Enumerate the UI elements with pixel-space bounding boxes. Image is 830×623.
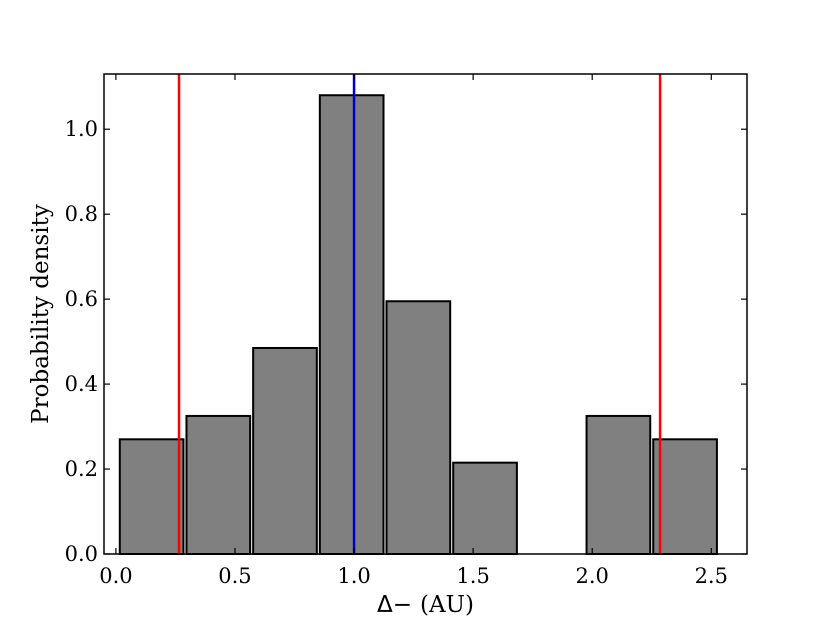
- x-axis-label-symbol: Δ−: [377, 592, 412, 618]
- histogram-bar: [652, 438, 718, 555]
- histogram-bar: [385, 300, 452, 555]
- x-tick-label: 0.5: [218, 564, 251, 588]
- x-axis-ticks: 0.0 0.5 1.0 1.5 2.0 2.5: [99, 74, 728, 588]
- histogram-bar: [118, 438, 185, 555]
- y-tick-label: 0.4: [65, 372, 98, 396]
- y-tick-label: 0.2: [65, 457, 98, 481]
- x-tick-label: 2.5: [695, 564, 728, 588]
- x-tick-label: 0.0: [99, 564, 132, 588]
- x-axis-label-unit: (AU): [420, 592, 474, 618]
- histogram-bar: [318, 94, 385, 555]
- y-tick-label: 0.0: [65, 542, 98, 566]
- x-tick-label: 1.0: [337, 564, 370, 588]
- y-tick-label: 1.0: [65, 117, 98, 141]
- histogram-bar: [585, 414, 652, 555]
- x-tick-label: 2.0: [576, 564, 609, 588]
- y-tick-label: 0.6: [65, 287, 98, 311]
- histogram-bar: [452, 461, 518, 556]
- x-tick-label: 1.5: [456, 564, 489, 588]
- y-axis-ticks: 0.0 0.2 0.4 0.6 0.8 1.0: [65, 117, 747, 566]
- plot-frame: [103, 73, 748, 555]
- x-axis-label: Δ− (AU): [377, 592, 474, 618]
- y-tick-label: 0.8: [65, 202, 98, 226]
- histogram-bar: [252, 346, 318, 555]
- reference-lines-group: [177, 74, 662, 554]
- bars-group: [118, 94, 718, 556]
- y-axis-label: Probability density: [28, 204, 54, 424]
- histogram-bar: [185, 414, 252, 555]
